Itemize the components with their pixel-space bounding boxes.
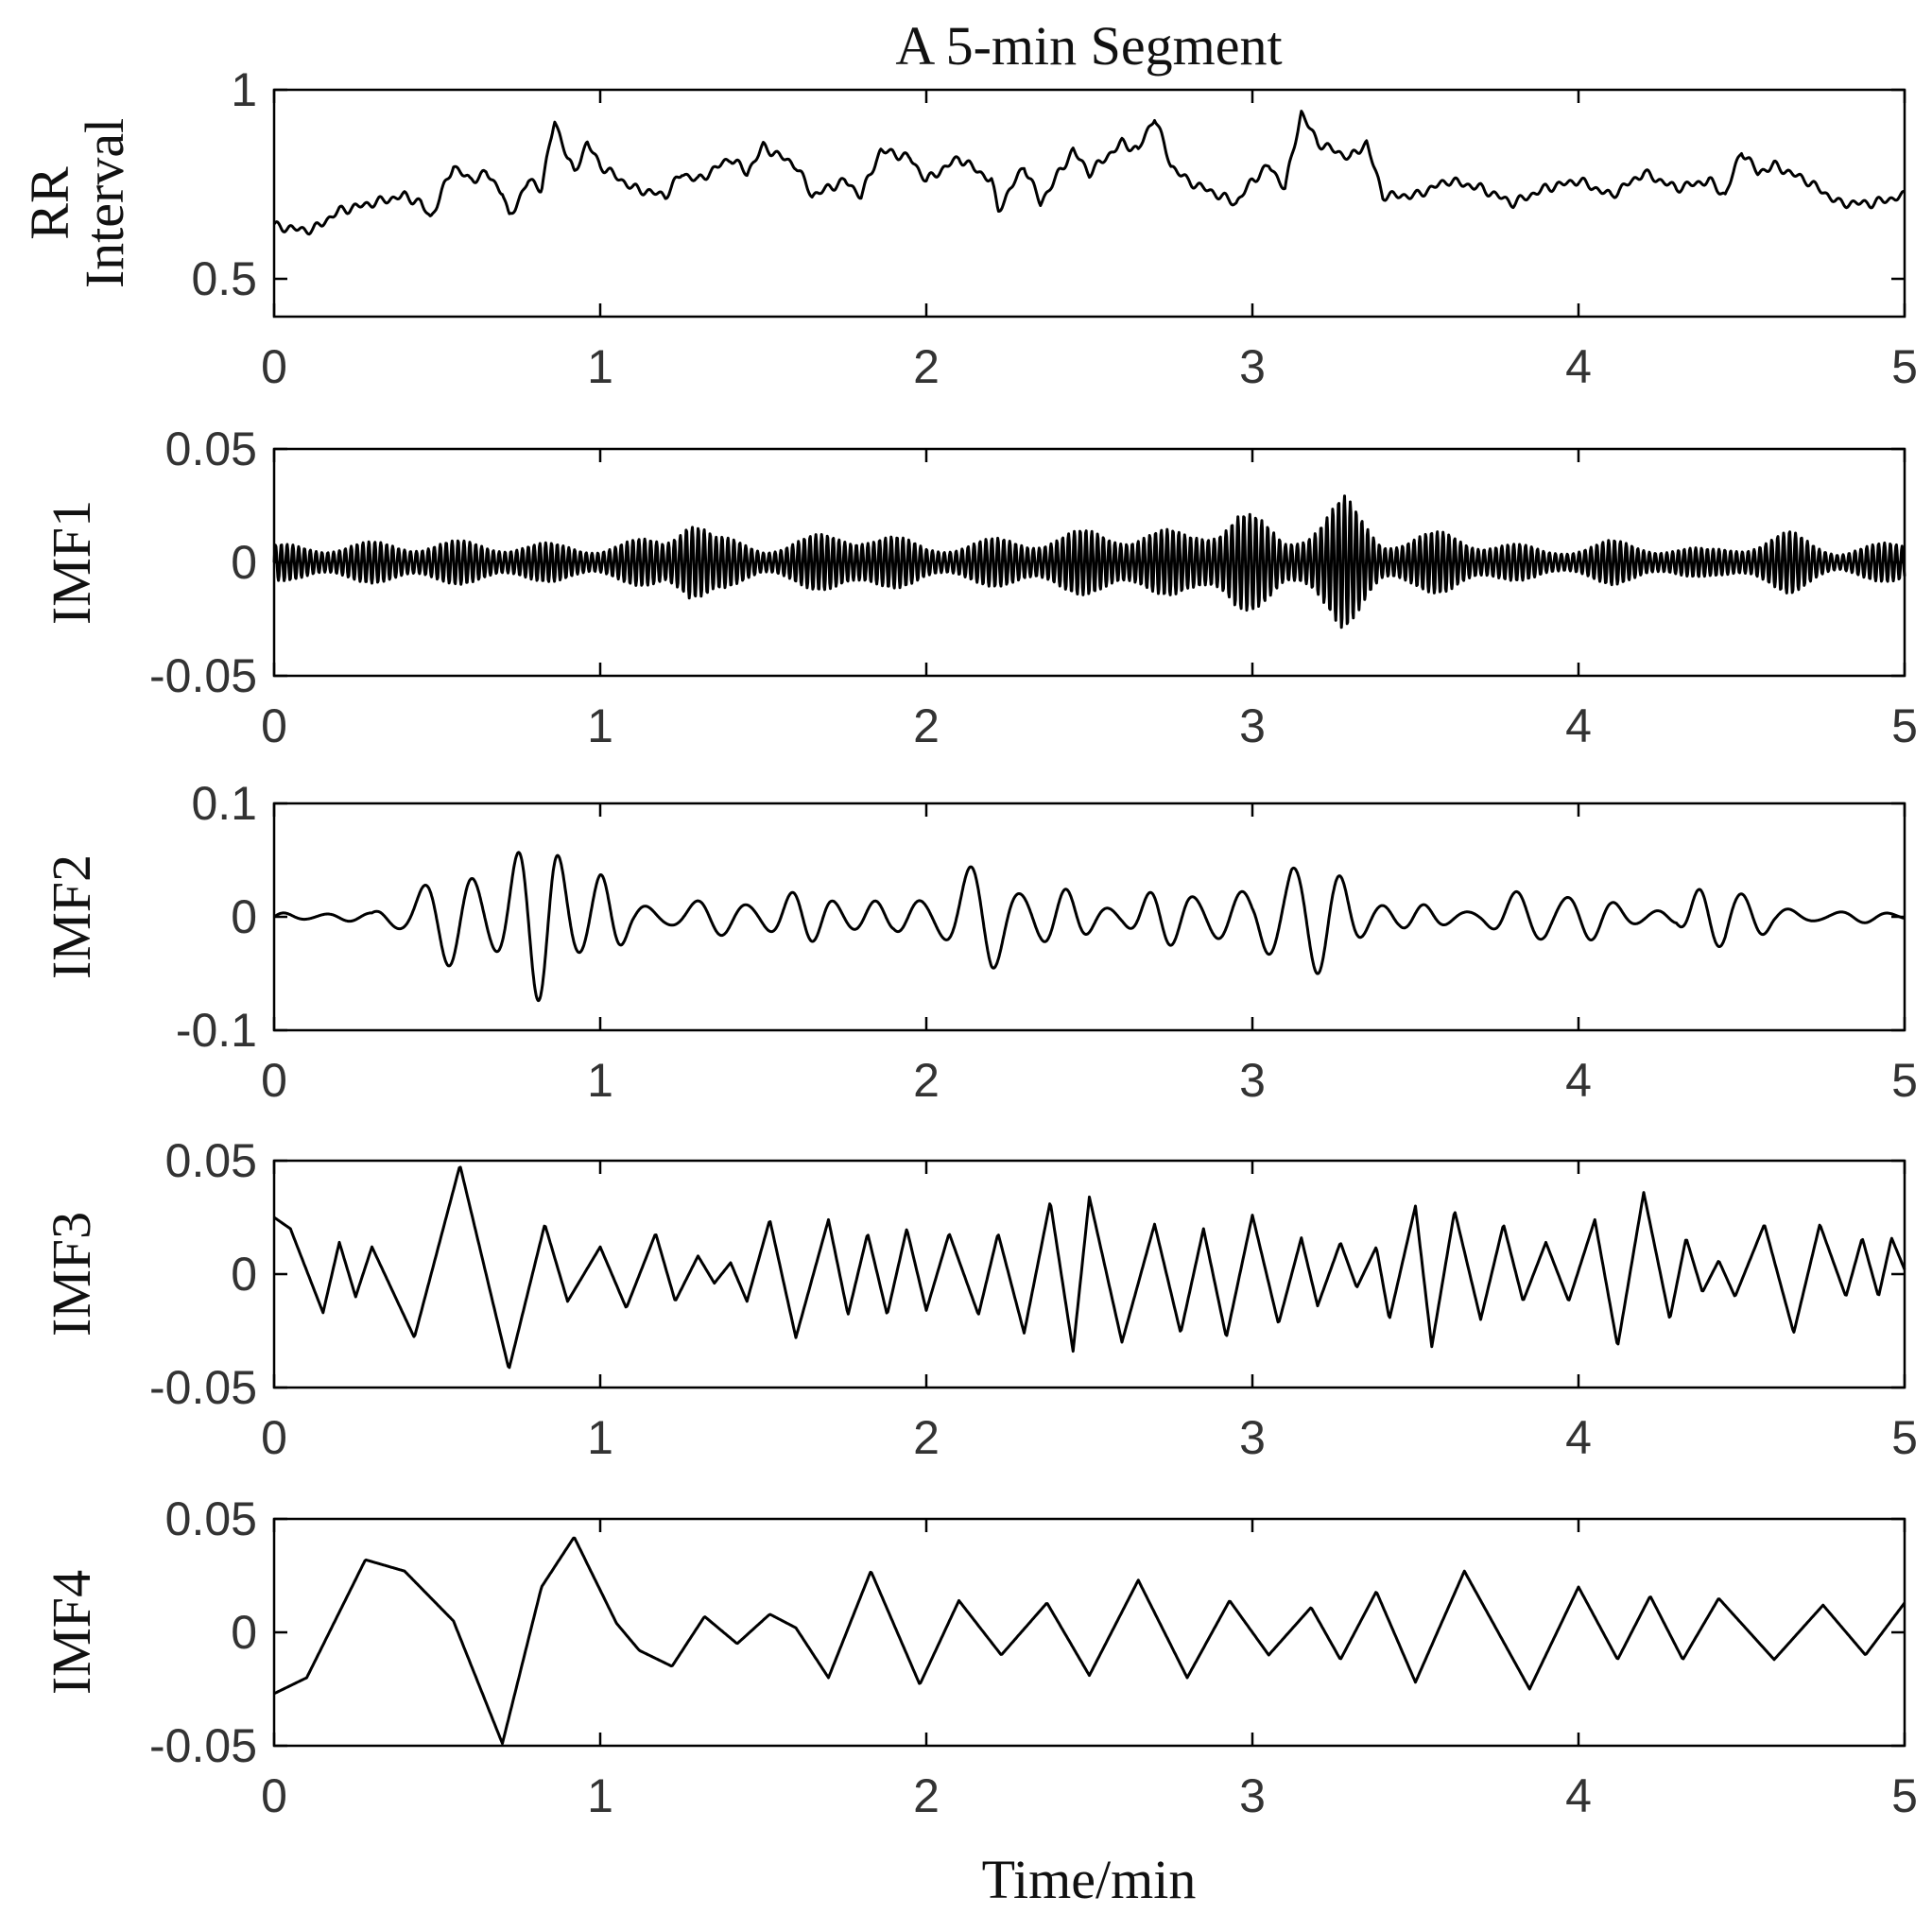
y-tick-label: 0.5: [191, 252, 257, 305]
y-tick-label: -0.05: [149, 1719, 257, 1772]
x-tick-label: 4: [1565, 1411, 1592, 1464]
x-tick-label: 4: [1565, 1769, 1592, 1822]
x-tick-label: 4: [1565, 1054, 1592, 1107]
x-tick-label: 1: [587, 1054, 613, 1107]
y-tick-label: 0.1: [191, 777, 257, 830]
y-axis-label: IMF2: [41, 854, 102, 979]
x-tick-label: 2: [913, 1411, 940, 1464]
y-tick-label: 0.05: [165, 1134, 257, 1187]
y-tick-label: 0.05: [165, 422, 257, 475]
x-tick-label: 3: [1239, 1054, 1266, 1107]
series-line-rr-interval: [272, 110, 1906, 236]
x-tick-label: 5: [1891, 1769, 1918, 1822]
series-line-imf3: [273, 1165, 1906, 1370]
x-tick-label: 1: [587, 699, 613, 752]
x-tick-label: 4: [1565, 699, 1592, 752]
series-line-imf2: [273, 851, 1906, 1003]
x-tick-label: 0: [261, 1769, 287, 1822]
y-tick-label: 0: [231, 890, 257, 943]
y-axis-label: RR: [19, 166, 80, 240]
axes-frame-rr: [272, 88, 1906, 319]
y-tick-label: 0: [231, 536, 257, 589]
x-axis-label: Time/min: [982, 1849, 1197, 1910]
x-tick-label: 1: [587, 340, 613, 393]
series-line-imf4: [273, 1536, 1906, 1746]
y-tick-label: 0: [231, 1248, 257, 1301]
y-axis-label: Interval: [74, 118, 135, 288]
x-tick-label: 3: [1239, 1769, 1266, 1822]
y-tick-label: 0.05: [165, 1492, 257, 1545]
x-tick-label: 2: [913, 340, 940, 393]
axes-frame-imf2: [272, 802, 1906, 1032]
y-axis-label: IMF3: [41, 1212, 102, 1336]
series-line-imf1: [272, 494, 1906, 629]
x-tick-label: 5: [1891, 340, 1918, 393]
x-tick-label: 3: [1239, 340, 1266, 393]
y-axis-label: IMF4: [41, 1570, 102, 1695]
x-tick-label: 3: [1239, 1411, 1266, 1464]
x-tick-label: 5: [1891, 699, 1918, 752]
x-tick-label: 5: [1891, 1054, 1918, 1107]
x-tick-label: 1: [587, 1769, 613, 1822]
y-axis-label: IMF1: [41, 500, 102, 625]
y-tick-label: -0.1: [176, 1004, 257, 1057]
y-tick-label: 1: [231, 63, 257, 116]
x-tick-label: 2: [913, 1054, 940, 1107]
x-tick-label: 1: [587, 1411, 613, 1464]
x-tick-label: 0: [261, 340, 287, 393]
figure-title: A 5-min Segment: [895, 15, 1282, 77]
x-tick-label: 2: [913, 1769, 940, 1822]
x-tick-label: 2: [913, 699, 940, 752]
y-tick-label: -0.05: [149, 1361, 257, 1414]
x-tick-label: 0: [261, 699, 287, 752]
y-tick-label: 0: [231, 1606, 257, 1659]
x-tick-label: 3: [1239, 699, 1266, 752]
x-tick-label: 5: [1891, 1411, 1918, 1464]
x-tick-label: 4: [1565, 340, 1592, 393]
y-tick-label: -0.05: [149, 649, 257, 702]
x-tick-label: 0: [261, 1054, 287, 1107]
axes-frame-imf4: [272, 1517, 1906, 1748]
x-tick-label: 0: [261, 1411, 287, 1464]
